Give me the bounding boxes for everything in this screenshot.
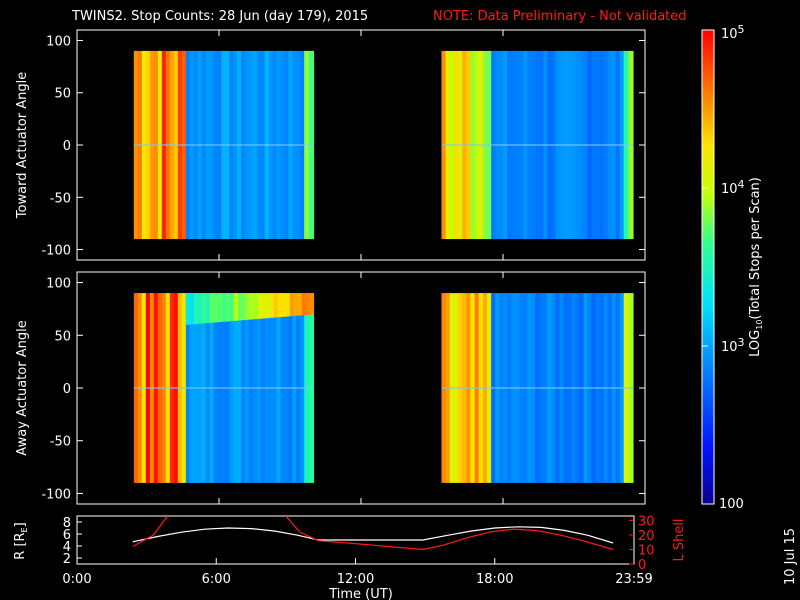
colorbar-tick-label-2: 103 bbox=[721, 336, 745, 355]
heatmap-enhancement-cell-8 bbox=[217, 293, 223, 323]
heatmap-enhancement-cell-11 bbox=[229, 293, 235, 322]
heatmap-enhancement-cell-3 bbox=[197, 293, 203, 324]
heatmap-enhancement-cell-12 bbox=[233, 293, 239, 321]
y-tick-label-p0-4: -100 bbox=[41, 244, 71, 259]
y-tick-label-p0-0: 100 bbox=[46, 34, 71, 49]
x-tick-label-1: 6:00 bbox=[202, 572, 231, 587]
panel-toward: 100 50 0 -50 -100 bbox=[41, 34, 645, 259]
heatmap-enhancement-cell-25 bbox=[285, 293, 291, 317]
colorbar-label-rest: (Total Stops per Scan) bbox=[748, 177, 763, 319]
orbit-right-tick-label-2: 10 bbox=[638, 543, 655, 558]
colorbar bbox=[701, 29, 715, 505]
y-tick-label-p1-3: -50 bbox=[50, 435, 71, 450]
orbit-lshell-line-2 bbox=[318, 528, 614, 551]
colorbar-label-sub: 10 bbox=[755, 320, 764, 330]
orbit-left-ylabel: R [RE] bbox=[13, 522, 29, 559]
orbit-right-ylabel: L Shell bbox=[672, 518, 687, 561]
orbit-lshell-line-0 bbox=[132, 516, 168, 548]
heatmap-enhancement-cell-19 bbox=[261, 293, 267, 319]
panel-away: 100 50 0 -50 -100 bbox=[41, 277, 645, 502]
orbit-right-tick-label-1: 20 bbox=[638, 529, 655, 544]
y-tick-label-p1-0: 100 bbox=[46, 277, 71, 292]
heatmap-enhancement-cell-17 bbox=[253, 293, 259, 320]
colorbar-min-label: 100 bbox=[719, 497, 744, 512]
y-tick-label-p1-2: 0 bbox=[63, 382, 71, 397]
heatmap-enhancement-cell-20 bbox=[265, 293, 271, 319]
heatmap-enhancement-cell-5 bbox=[205, 293, 211, 324]
heatmap-enhancement-cell-2 bbox=[193, 293, 199, 325]
heatmap-enhancement-cell-10 bbox=[225, 293, 231, 322]
orbit-left-ylabel-main: R [R bbox=[13, 532, 28, 559]
zero-angle-line-p1-s0 bbox=[133, 387, 314, 389]
heatmap-enhancement-cell-18 bbox=[257, 293, 263, 319]
heatmap-enhancement-cell-29 bbox=[301, 293, 307, 316]
heatmap-enhancement-cell-26 bbox=[289, 293, 295, 317]
heatmap-enhancement-cell-24 bbox=[281, 293, 287, 317]
y-tick-label-p0-2: 0 bbox=[63, 139, 71, 154]
heatmap-enhancement-cell-21 bbox=[269, 293, 275, 318]
colorbar-tick-exp-0: 5 bbox=[738, 23, 745, 36]
zero-angle-line-p0-s1 bbox=[441, 144, 634, 146]
heatmap-enhancement-cell-9 bbox=[221, 293, 227, 322]
heatmap-enhancement-cell-14 bbox=[241, 293, 247, 321]
heatmap-enhancement-cell-23 bbox=[277, 293, 283, 318]
heatmap-enhancement-cell-1 bbox=[189, 293, 195, 325]
x-axis-ticks: 0:00 6:00 12:00 18:00 23:59 bbox=[62, 30, 653, 587]
orbit-right-tick-label-0: 30 bbox=[638, 514, 655, 529]
heatmap-enhancement-cell-13 bbox=[237, 293, 243, 321]
heatmap-enhancement-cell-30 bbox=[305, 293, 311, 315]
y-tick-label-p0-3: -50 bbox=[50, 191, 71, 206]
orbit-r-line bbox=[132, 526, 614, 544]
zero-angle-line-p1-s1 bbox=[441, 387, 634, 389]
heatmap-enhancement-cell-31 bbox=[309, 293, 315, 315]
x-tick-label-0: 0:00 bbox=[62, 572, 91, 587]
y-tick-label-p0-1: 50 bbox=[54, 87, 71, 102]
y-tick-label-p1-1: 50 bbox=[54, 329, 71, 344]
colorbar-tick-exp-2: 3 bbox=[738, 336, 745, 349]
orbit-left-tick-label-1: 6 bbox=[63, 528, 71, 543]
heatmap-enhancement-cell-7 bbox=[213, 293, 219, 323]
x-tick-label-2: 12:00 bbox=[337, 572, 374, 587]
zero-angle-line-p0-s0 bbox=[133, 144, 314, 146]
orbit-left-tick-label-2: 4 bbox=[63, 540, 71, 555]
orbit-left-tick-label-0: 8 bbox=[63, 516, 71, 531]
colorbar-tick-exp-1: 4 bbox=[738, 178, 745, 191]
x-tick-label-3: 18:00 bbox=[476, 572, 513, 587]
preliminary-note: NOTE: Data Preliminary - Not validated bbox=[433, 9, 687, 24]
heatmap-enhancement-cell-0 bbox=[185, 293, 191, 325]
heatmap-enhancement-cell-22 bbox=[273, 293, 279, 318]
heatmap-enhancement-cell-4 bbox=[201, 293, 207, 324]
heatmap-enhancement-cell-16 bbox=[249, 293, 255, 320]
orbit-right-tick-label-3: 0 bbox=[638, 558, 646, 573]
chart-title: TWINS2. Stop Counts: 28 Jun (day 179), 2… bbox=[71, 9, 368, 24]
colorbar-label-log: LOG bbox=[748, 330, 763, 357]
colorbar-tick-base-1: 10 bbox=[721, 182, 738, 197]
orbit-left-ylabel-sub: E bbox=[20, 527, 29, 532]
colorbar-label: LOG10(Total Stops per Scan) bbox=[748, 177, 764, 357]
heatmap-enhancement-cell-28 bbox=[297, 293, 303, 316]
y-tick-label-p1-4: -100 bbox=[41, 487, 71, 502]
colorbar-tick-label-0: 105 bbox=[721, 23, 745, 42]
heatmap-enhancement-cell-27 bbox=[293, 293, 299, 316]
colorbar-tick-base-0: 10 bbox=[721, 27, 738, 42]
panel-away-ylabel: Away Actuator Angle bbox=[15, 320, 30, 455]
panel-toward-ylabel: Toward Actuator Angle bbox=[15, 72, 30, 219]
x-tick-label-4: 23:59 bbox=[615, 572, 652, 587]
date-stamp: 10 Jul 15 bbox=[783, 528, 798, 585]
orbit-left-ylabel-end: ] bbox=[13, 522, 28, 527]
heatmap-enhancement-cell-6 bbox=[209, 293, 215, 323]
colorbar-tick-base-2: 10 bbox=[721, 340, 738, 355]
colorbar-tick-label-1: 104 bbox=[721, 178, 745, 197]
x-axis-label: Time (UT) bbox=[328, 587, 393, 600]
orbit-lshell-line-1 bbox=[285, 516, 319, 542]
orbit-left-tick-label-3: 2 bbox=[63, 552, 71, 567]
heatmap-enhancement-cell-15 bbox=[245, 293, 251, 320]
